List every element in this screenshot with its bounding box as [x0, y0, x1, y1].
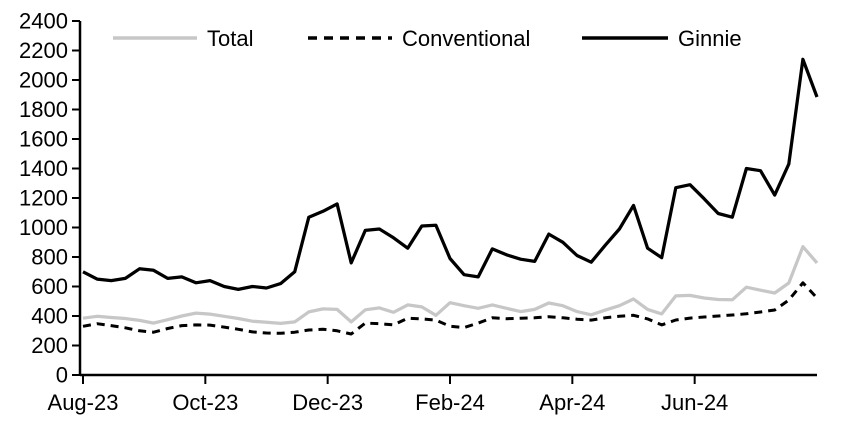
- y-tick-label: 2400: [19, 9, 68, 34]
- series-line-total: [82, 245, 819, 326]
- x-tick-label: Aug-23: [48, 390, 119, 415]
- x-tick-label: Dec-23: [292, 390, 363, 415]
- y-tick-label: 0: [56, 363, 68, 388]
- y-tick-label: 400: [31, 304, 68, 329]
- y-tick-label: 1400: [19, 156, 68, 181]
- x-tick-label: Apr-24: [539, 390, 605, 415]
- y-tick-label: 1600: [19, 127, 68, 152]
- x-tick-label: Feb-24: [415, 390, 485, 415]
- series-line-ginnie: [82, 57, 819, 292]
- series-line-conventional: [82, 281, 819, 336]
- y-tick-label: 800: [31, 245, 68, 270]
- y-tick-label: 2000: [19, 68, 68, 93]
- legend-label-conventional: Conventional: [402, 26, 530, 51]
- y-tick-label: 2200: [19, 38, 68, 63]
- legend-label-total: Total: [207, 26, 253, 51]
- legend-layer: Total Conventional Ginnie: [113, 26, 742, 51]
- y-tick-label: 1800: [19, 97, 68, 122]
- legend-label-ginnie: Ginnie: [678, 26, 742, 51]
- y-tick-label: 1200: [19, 186, 68, 211]
- series-layer: [82, 57, 819, 336]
- axes-layer: 0 200 400 600 800 1000 1200 1400 1600 1800 2000 220…: [19, 9, 817, 415]
- x-tick-label: Oct-23: [172, 390, 238, 415]
- y-tick-label: 1000: [19, 215, 68, 240]
- y-tick-label: 200: [31, 333, 68, 358]
- x-tick-label: Jun-24: [661, 390, 728, 415]
- y-tick-label: 600: [31, 274, 68, 299]
